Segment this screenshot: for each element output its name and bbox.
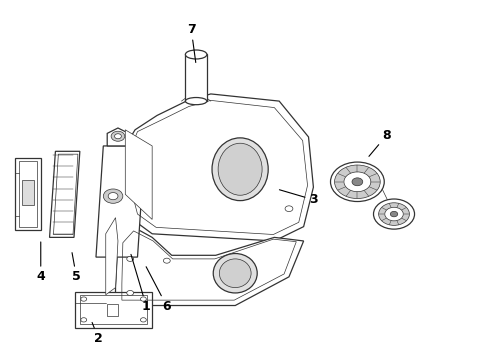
Polygon shape (107, 128, 129, 146)
Ellipse shape (185, 50, 207, 59)
Circle shape (373, 199, 415, 229)
Text: 7: 7 (187, 23, 196, 63)
Text: 3: 3 (279, 190, 318, 206)
Circle shape (379, 203, 410, 225)
Bar (107, 304, 118, 316)
Circle shape (344, 172, 371, 192)
Circle shape (141, 297, 147, 301)
Ellipse shape (220, 259, 251, 288)
Circle shape (103, 189, 123, 203)
Polygon shape (116, 226, 304, 306)
Polygon shape (125, 130, 152, 220)
Circle shape (108, 193, 118, 200)
Text: 5: 5 (72, 253, 81, 283)
Text: 4: 4 (36, 242, 45, 283)
Circle shape (352, 178, 363, 186)
Ellipse shape (212, 138, 268, 201)
Circle shape (385, 207, 403, 221)
Circle shape (127, 291, 134, 296)
Text: 8: 8 (369, 129, 391, 156)
Polygon shape (19, 161, 37, 227)
Text: 1: 1 (131, 255, 151, 313)
Circle shape (81, 297, 87, 301)
Polygon shape (15, 158, 41, 230)
Circle shape (127, 256, 134, 261)
Polygon shape (106, 218, 118, 295)
Polygon shape (49, 151, 80, 237)
Text: 2: 2 (92, 323, 103, 345)
Ellipse shape (213, 253, 257, 293)
Polygon shape (125, 94, 314, 241)
Ellipse shape (218, 143, 262, 195)
Circle shape (331, 162, 384, 202)
Text: 6: 6 (146, 267, 171, 313)
Ellipse shape (185, 98, 207, 105)
Circle shape (391, 211, 398, 217)
Circle shape (81, 318, 87, 322)
Polygon shape (22, 180, 34, 205)
Circle shape (115, 134, 122, 139)
Polygon shape (185, 54, 207, 101)
Circle shape (285, 206, 293, 212)
Polygon shape (96, 146, 145, 257)
Polygon shape (75, 292, 152, 328)
Circle shape (111, 131, 125, 141)
Circle shape (163, 258, 170, 263)
Circle shape (335, 165, 380, 199)
Circle shape (141, 318, 147, 322)
